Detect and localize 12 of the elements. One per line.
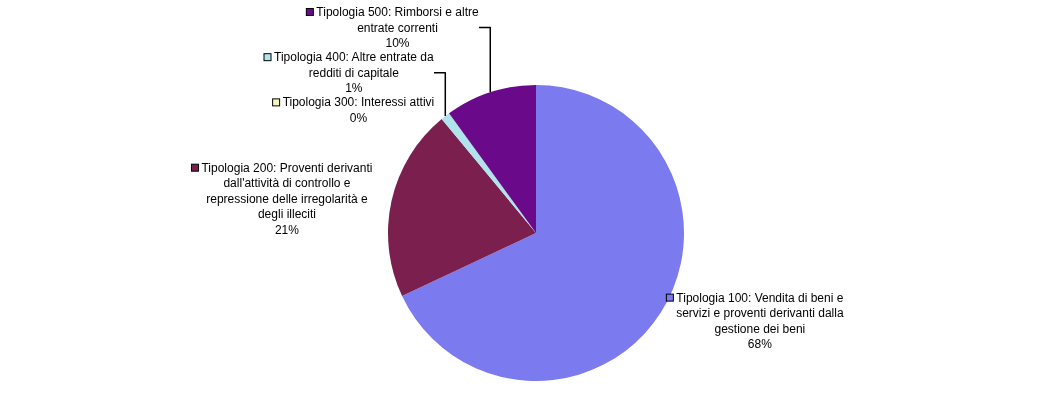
pie-slice xyxy=(449,85,536,233)
pie-slice xyxy=(388,118,536,297)
legend-label: Tipologia 500: Rimborsi e altre entrate correnti xyxy=(316,4,479,35)
legend-label: Tipologia 400: Altre entrate da redditi di capitale xyxy=(274,50,434,80)
legend-label: Tipologia 300: Interessi attivi xyxy=(282,95,435,110)
data-label: 10% xyxy=(385,36,410,51)
legend-label: Tipologia 200: Proventi derivanti dall'attività di controllo e repressione delle irregolarità e degli illeciti xyxy=(201,160,373,222)
data-label: 68% xyxy=(747,337,773,352)
text: 0% xyxy=(349,110,368,125)
data-label: 21% xyxy=(274,223,300,238)
legend-label: Tipologia 100: Vendita di beni e servizi e proventi derivanti dalla gestione dei beni xyxy=(676,290,844,336)
data-label: 1% xyxy=(345,81,363,96)
